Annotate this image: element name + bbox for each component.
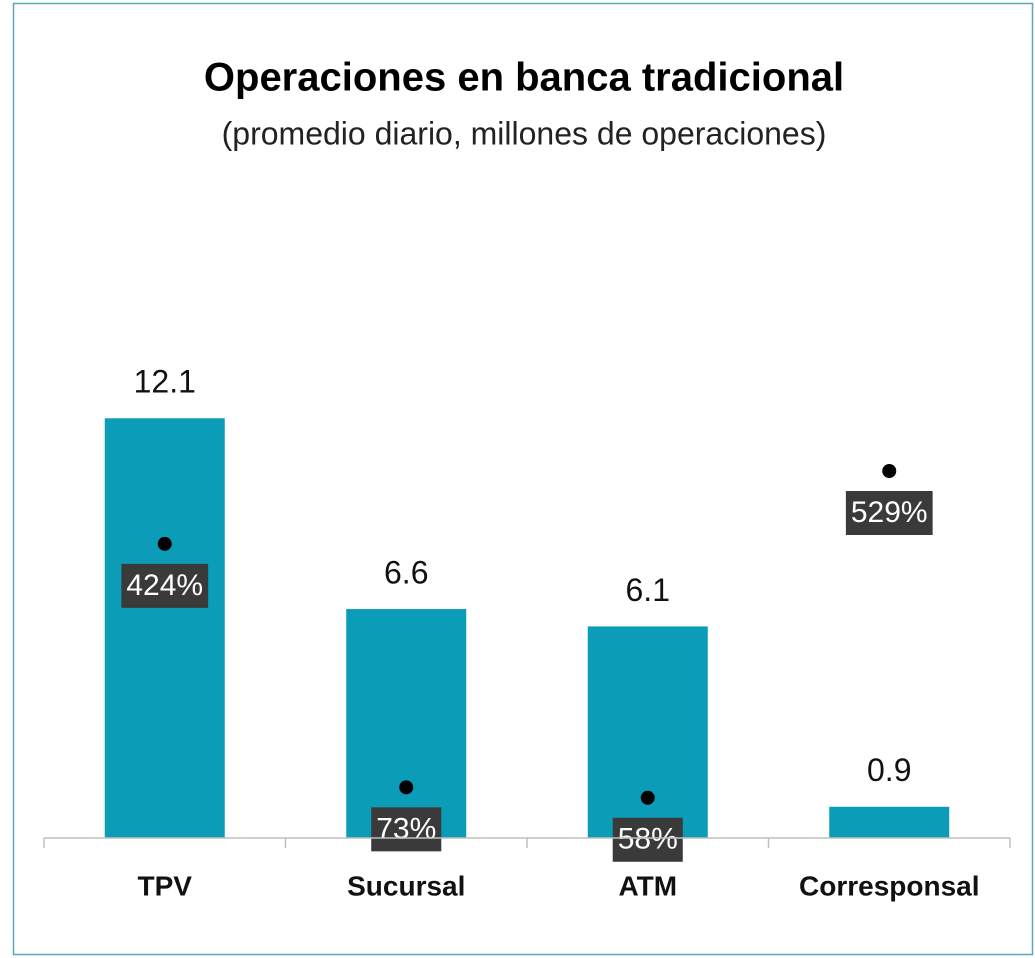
dot-value-label: 58% <box>618 823 678 856</box>
label-box <box>845 491 933 536</box>
frame <box>12 2 1034 956</box>
bar <box>104 418 225 838</box>
bar <box>829 806 950 838</box>
dot <box>157 536 172 551</box>
label-box <box>612 817 683 862</box>
chart-title: Operaciones en banca tradicional <box>204 56 844 100</box>
bar <box>587 626 708 838</box>
dot <box>882 464 897 479</box>
label-box <box>371 807 442 852</box>
chart-subtitle: (promedio diario, millones de operacione… <box>222 115 827 151</box>
bar-value-label: 6.6 <box>384 555 428 591</box>
dot-value-label: 529% <box>851 496 928 529</box>
dot-value-label: 73% <box>376 812 436 845</box>
dot <box>640 790 655 805</box>
x-tick-label: Corresponsal <box>799 870 980 901</box>
dot <box>399 780 414 795</box>
x-tick-label: Sucursal <box>347 870 465 901</box>
x-tick-label: ATM <box>618 870 677 901</box>
bar-value-label: 6.1 <box>626 572 670 608</box>
label-box <box>121 563 209 608</box>
x-tick-label: TPV <box>138 870 193 901</box>
bar <box>346 609 467 838</box>
bar-value-label: 12.1 <box>134 364 196 400</box>
dot-value-label: 424% <box>126 569 203 602</box>
bar-value-label: 0.9 <box>867 752 911 788</box>
